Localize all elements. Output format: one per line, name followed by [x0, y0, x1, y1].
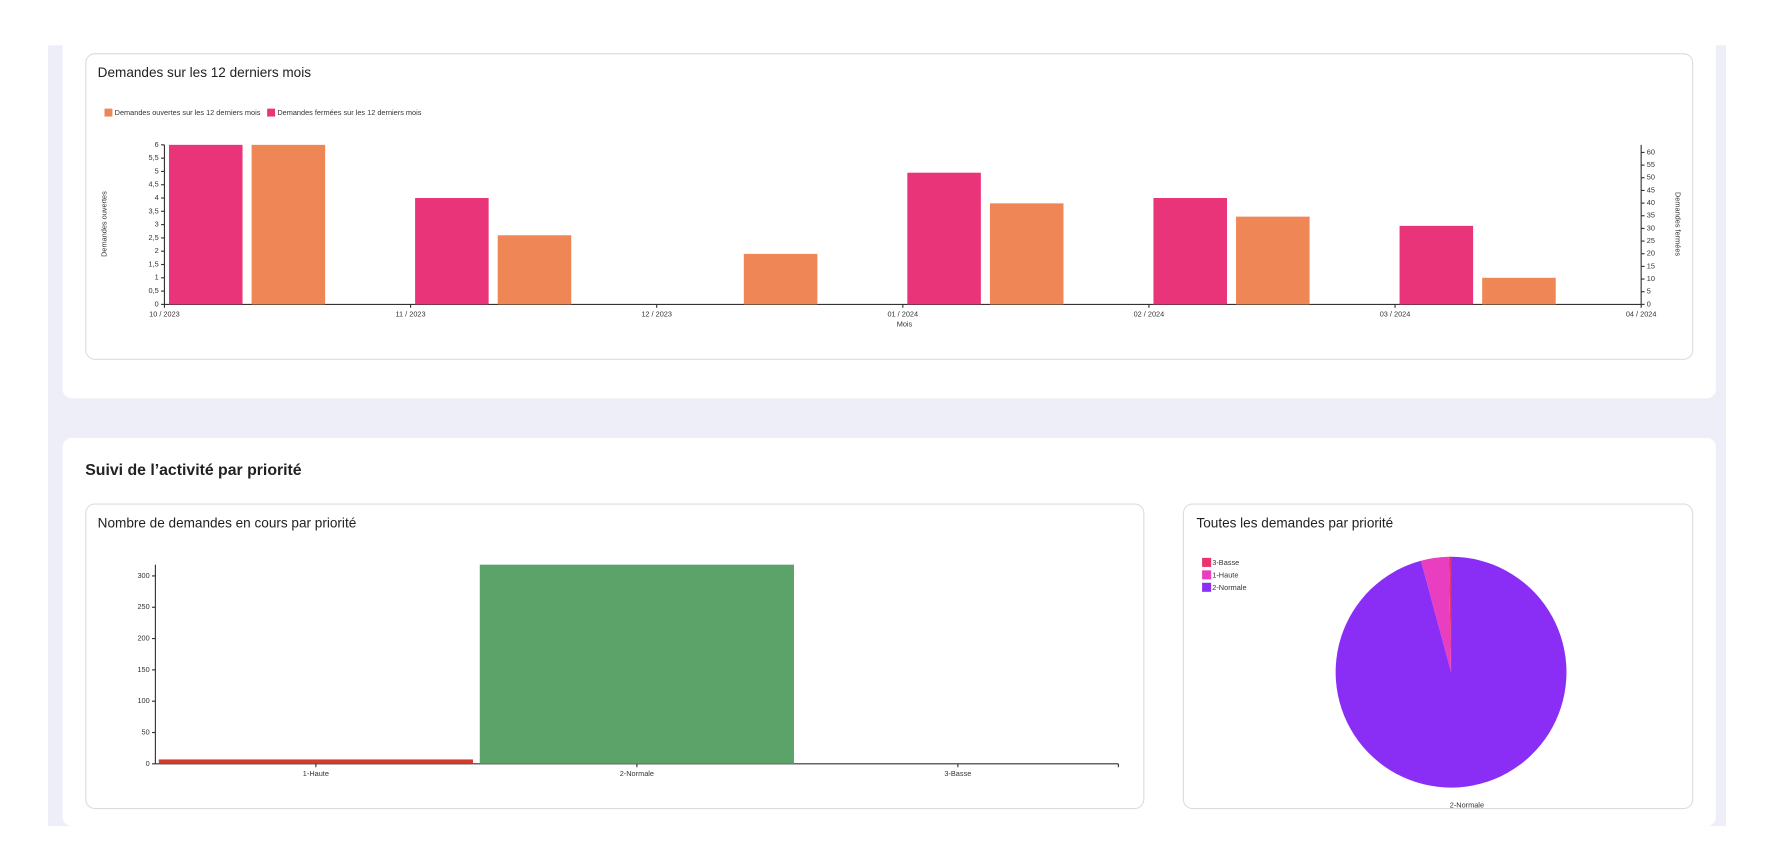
bar: [497, 235, 572, 305]
bar: [168, 144, 243, 305]
y2-tick-label: 0: [1647, 299, 1651, 308]
pie-slice: [1448, 556, 1452, 673]
y-tick-label: 3: [155, 220, 159, 229]
y2-tick-label: 40: [1647, 198, 1655, 207]
legend-label: Demandes ouvertes sur les 12 derniers mo…: [115, 108, 261, 117]
y-tick-label: 0,5: [149, 286, 159, 295]
y2-tick-label: 30: [1647, 223, 1655, 232]
x-tick-label: 1-Haute: [303, 769, 329, 778]
bar: [743, 253, 818, 305]
legend-swatch: [267, 108, 276, 117]
x-tick-label: 11 / 2023: [396, 310, 426, 319]
pie-slice: [1420, 556, 1452, 673]
x-tick-label: 03 / 2024: [1380, 310, 1411, 319]
y2-tick-label: 45: [1647, 185, 1655, 194]
y2-tick-label: 35: [1647, 211, 1655, 220]
bar: [1482, 277, 1556, 305]
x-tick-label: 04 / 2024: [1626, 310, 1657, 319]
y2-tick-label: 15: [1647, 261, 1655, 270]
chart-title: Toutes les demandes par priorité: [1196, 515, 1393, 530]
chart-title: Demandes sur les 12 derniers mois: [98, 65, 312, 80]
bar: [158, 759, 473, 764]
legend-label: Demandes fermées sur les 12 derniers moi…: [277, 108, 421, 117]
y-tick-label: 150: [137, 665, 149, 674]
legend-label: 3-Basse: [1212, 558, 1239, 567]
section-title: Suivi de l’activité par priorité: [85, 462, 302, 479]
bar: [907, 172, 981, 305]
y2-tick-label: 5: [1647, 287, 1651, 296]
y-tick-label: 2,5: [149, 233, 159, 242]
legend-label: 2-Normale: [1212, 583, 1246, 592]
y-tick-label: 5,5: [149, 153, 159, 162]
y2-tick-label: 55: [1647, 160, 1655, 169]
slice-label: 2-Normale: [1450, 801, 1484, 810]
y-tick-label: 3,5: [149, 206, 159, 215]
bar: [479, 564, 794, 764]
y-tick-label: 0: [146, 759, 150, 768]
x-tick-label: 10 / 2023: [149, 310, 180, 319]
y-tick-label: 300: [137, 571, 149, 580]
legend-swatch: [1202, 557, 1212, 567]
chart-title: Nombre de demandes en cours par priorité: [98, 515, 357, 530]
legend-swatch: [1202, 582, 1212, 592]
y-tick-label: 6: [155, 140, 159, 149]
y-tick-label: 5: [155, 166, 159, 175]
legend-swatch: [104, 108, 113, 117]
y-tick-label: 1: [155, 273, 159, 282]
y-tick-label: 0: [155, 299, 159, 308]
x-tick-label: 01 / 2024: [887, 310, 918, 319]
bar: [1153, 198, 1227, 305]
y-tick-label: 200: [137, 633, 149, 642]
bar: [1399, 225, 1474, 305]
y2-axis-label: Demandes fermées: [1673, 192, 1682, 256]
legend-label: 1-Haute: [1212, 570, 1238, 579]
x-tick-label: 3-Basse: [944, 769, 971, 778]
y2-tick-label: 25: [1647, 236, 1655, 245]
y2-tick-label: 50: [1647, 173, 1655, 182]
bar: [989, 203, 1064, 305]
x-axis-label: Mois: [897, 320, 913, 329]
y-tick-label: 50: [142, 727, 150, 736]
bar: [251, 144, 326, 305]
y-axis-label: Demandes ouvertes: [99, 191, 108, 257]
y2-tick-label: 60: [1647, 147, 1655, 156]
pie-slice: [1335, 556, 1567, 788]
y-tick-label: 100: [137, 696, 149, 705]
y-tick-label: 4: [155, 193, 159, 202]
y2-tick-label: 20: [1647, 249, 1655, 258]
y-tick-label: 250: [137, 602, 149, 611]
y2-tick-label: 10: [1647, 274, 1655, 283]
bar: [1236, 216, 1310, 305]
x-tick-label: 02 / 2024: [1134, 310, 1165, 319]
y-tick-label: 1,5: [149, 259, 159, 268]
y-tick-label: 4,5: [149, 180, 159, 189]
bar: [415, 198, 489, 305]
x-tick-label: 12 / 2023: [641, 310, 672, 319]
y-tick-label: 2: [155, 246, 159, 255]
legend-swatch: [1202, 570, 1212, 580]
x-tick-label: 2-Normale: [620, 769, 654, 778]
